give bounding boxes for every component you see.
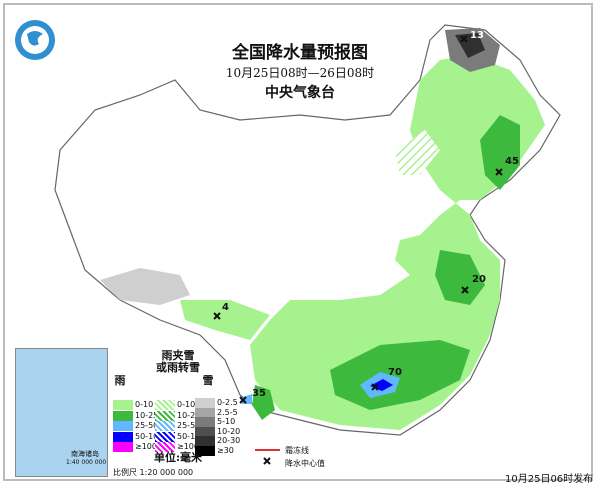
map-title: 全国降水量预报图 bbox=[232, 43, 368, 63]
rain-0-10-tibet bbox=[180, 300, 270, 340]
snow-region-tibet bbox=[100, 268, 190, 305]
legend-swatch bbox=[155, 410, 175, 421]
center-value: 20 bbox=[472, 274, 486, 285]
legend-label: ≥100 bbox=[135, 442, 157, 451]
center-value: 13 bbox=[470, 30, 484, 41]
legend-swatch bbox=[155, 400, 175, 410]
legend-swatch bbox=[113, 431, 133, 442]
legend-swatch bbox=[113, 442, 133, 452]
legend-label: 25-50 bbox=[177, 421, 201, 430]
rain-0-10-region bbox=[250, 55, 545, 430]
legend-mix-header: 雨夹雪 或雨转雪 bbox=[156, 349, 200, 374]
legend-label: 50-100 bbox=[135, 431, 164, 441]
legend-label: 0-10 bbox=[177, 400, 196, 409]
legend-label: 25-50 bbox=[135, 421, 159, 430]
legend-swatch bbox=[113, 421, 133, 431]
legend-unit: 单位:毫米 bbox=[153, 451, 203, 464]
center-value: 70 bbox=[388, 367, 402, 378]
legend-label: 2.5-5 bbox=[217, 407, 238, 417]
legend-swatch bbox=[113, 410, 133, 421]
legend-label: 20-30 bbox=[217, 436, 241, 445]
legend-swatch bbox=[195, 407, 215, 418]
cma-logo-icon bbox=[15, 20, 55, 60]
legend-label: 50-100 bbox=[177, 431, 206, 441]
legend-label: 10-25 bbox=[135, 410, 159, 420]
legend-swatch bbox=[155, 442, 175, 452]
center-value: 4 bbox=[222, 302, 229, 313]
precip-center-markers bbox=[213, 35, 503, 465]
legend-label: 0-2.5 bbox=[217, 398, 238, 407]
legend-label: 0-10 bbox=[135, 400, 154, 409]
forecast-period: 10月25日08时—26日08时 bbox=[225, 66, 375, 80]
legend-label: 5-10 bbox=[217, 417, 236, 426]
legend-label: ≥30 bbox=[217, 445, 234, 455]
mix-region bbox=[395, 130, 440, 175]
legend-label: ≥100 bbox=[177, 442, 199, 451]
inset-title: 南海诸岛 bbox=[71, 450, 99, 458]
legend-swatch bbox=[195, 445, 215, 456]
legend-swatch bbox=[195, 436, 215, 446]
legend-label: 10-20 bbox=[217, 426, 241, 436]
legend-swatch bbox=[195, 398, 215, 408]
legend-rain-header: 雨 bbox=[114, 374, 126, 387]
center-marker-label: 降水中心值 bbox=[285, 459, 325, 468]
map-scale: 比例尺 1:20 000 000 bbox=[113, 468, 194, 477]
center-value: 35 bbox=[252, 388, 266, 399]
center-value: 45 bbox=[505, 156, 519, 167]
legend-swatch bbox=[155, 421, 175, 431]
legend-swatch bbox=[155, 431, 175, 442]
legend-swatch bbox=[195, 426, 215, 437]
legend-swatch bbox=[195, 417, 215, 427]
release-time: 10月25日06时发布 bbox=[505, 474, 594, 485]
rain-10-25-region bbox=[252, 115, 520, 420]
south-china-sea-inset: 南海诸岛 1:40 000 000 bbox=[15, 348, 108, 477]
legend-swatch bbox=[113, 400, 133, 410]
rain-25-50-region bbox=[240, 372, 400, 404]
legend-label: 10-25 bbox=[177, 410, 201, 420]
organization: 中央气象台 bbox=[265, 85, 335, 101]
inset-scale: 1:40 000 000 bbox=[66, 459, 107, 466]
shear-line-label: 霜冻线 bbox=[285, 446, 309, 455]
legend-snow-header: 雪 bbox=[202, 374, 214, 387]
